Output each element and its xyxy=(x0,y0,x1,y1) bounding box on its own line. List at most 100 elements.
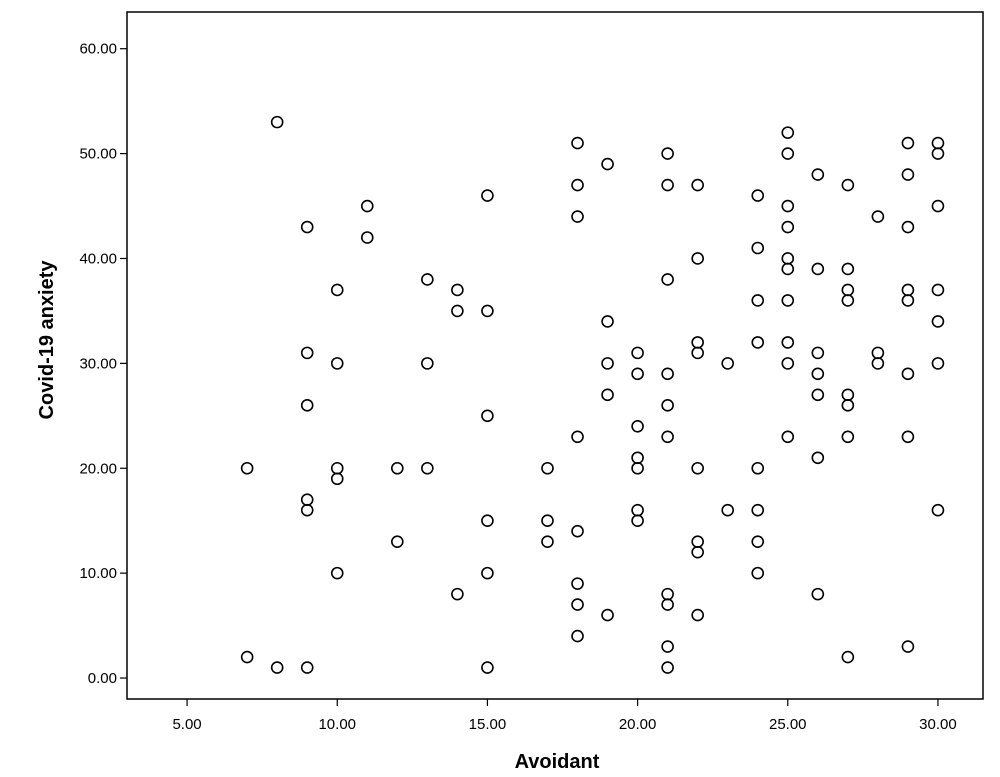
data-point xyxy=(300,493,314,507)
data-point xyxy=(781,126,795,139)
x-axis: 5.00 10.00 15.00 20.00 25.00 30.00 xyxy=(172,699,957,733)
data-point xyxy=(360,231,374,244)
data-point xyxy=(481,409,494,423)
data-point xyxy=(931,147,945,160)
data-point xyxy=(751,189,765,202)
data-point xyxy=(481,514,494,527)
data-point xyxy=(931,199,945,213)
data-point xyxy=(451,304,464,318)
data-point xyxy=(631,419,644,433)
data-point xyxy=(931,136,945,150)
data-point xyxy=(781,294,795,307)
data-point xyxy=(571,210,584,223)
data-point xyxy=(811,262,825,276)
data-point xyxy=(781,357,795,370)
data-point xyxy=(691,346,704,360)
data-point xyxy=(931,315,945,328)
y-tick-label: 20.00 xyxy=(79,460,117,477)
data-point xyxy=(781,220,795,234)
data-point xyxy=(841,262,855,276)
x-tick-label: 20.00 xyxy=(619,716,657,733)
y-axis-title: Covid-19 anxiety xyxy=(36,260,58,420)
data-point xyxy=(901,640,915,653)
data-point xyxy=(541,535,554,548)
data-point xyxy=(841,178,855,192)
data-point xyxy=(841,399,855,412)
data-point xyxy=(691,336,704,349)
data-point xyxy=(300,346,314,360)
data-point xyxy=(330,461,344,475)
data-point xyxy=(691,461,704,475)
data-point xyxy=(841,388,855,402)
data-point xyxy=(240,461,254,475)
x-tick-label: 5.00 xyxy=(172,716,201,733)
data-point xyxy=(661,273,674,286)
data-point xyxy=(391,535,404,548)
data-point xyxy=(721,503,735,517)
data-point xyxy=(631,346,644,360)
data-point xyxy=(391,461,404,475)
y-tick-label: 10.00 xyxy=(79,565,117,582)
data-point xyxy=(841,283,855,297)
data-point xyxy=(451,587,464,601)
data-point xyxy=(421,273,434,286)
data-point xyxy=(300,399,314,412)
data-point xyxy=(751,566,765,580)
data-point xyxy=(931,283,945,297)
data-point xyxy=(781,252,795,265)
data-point xyxy=(481,661,494,674)
data-point xyxy=(811,367,825,381)
data-point xyxy=(751,461,765,475)
data-point xyxy=(421,461,434,475)
data-point xyxy=(931,503,945,517)
data-point xyxy=(661,178,674,192)
data-point xyxy=(601,157,614,171)
data-point xyxy=(901,168,915,181)
data-point xyxy=(330,566,344,580)
data-point xyxy=(631,461,644,475)
data-point xyxy=(751,503,765,517)
data-point xyxy=(781,336,795,349)
data-point xyxy=(691,252,704,265)
data-points xyxy=(240,115,945,674)
data-point xyxy=(811,168,825,181)
data-point xyxy=(661,598,674,611)
data-point xyxy=(691,535,704,548)
y-tick-label: 60.00 xyxy=(79,41,117,58)
y-tick-label: 40.00 xyxy=(79,250,117,267)
data-point xyxy=(691,608,704,622)
data-point xyxy=(901,430,915,444)
data-point xyxy=(601,608,614,622)
data-point xyxy=(691,545,704,559)
data-point xyxy=(571,629,584,643)
data-point xyxy=(631,367,644,381)
data-point xyxy=(451,283,464,297)
data-point xyxy=(270,661,284,674)
data-point xyxy=(481,566,494,580)
data-point xyxy=(811,451,825,465)
y-axis: 0.00 10.00 20.00 30.00 40.00 50.00 60.00 xyxy=(79,41,127,687)
data-point xyxy=(661,430,674,444)
data-point xyxy=(841,650,855,664)
data-point xyxy=(751,535,765,548)
data-point xyxy=(871,210,885,223)
data-point xyxy=(901,283,915,297)
data-point xyxy=(751,294,765,307)
plot-area-frame xyxy=(126,11,984,700)
data-point xyxy=(631,451,644,465)
y-tick-label: 0.00 xyxy=(88,670,117,687)
data-point xyxy=(781,430,795,444)
data-point xyxy=(781,262,795,276)
data-point xyxy=(421,357,434,370)
data-point xyxy=(571,524,584,538)
data-point xyxy=(330,357,344,370)
data-point xyxy=(811,346,825,360)
y-tick-label: 30.00 xyxy=(79,355,117,372)
data-point xyxy=(661,587,674,601)
data-point xyxy=(481,304,494,318)
data-point xyxy=(360,199,374,213)
data-point xyxy=(841,294,855,307)
data-point xyxy=(691,178,704,192)
data-point xyxy=(601,388,614,402)
